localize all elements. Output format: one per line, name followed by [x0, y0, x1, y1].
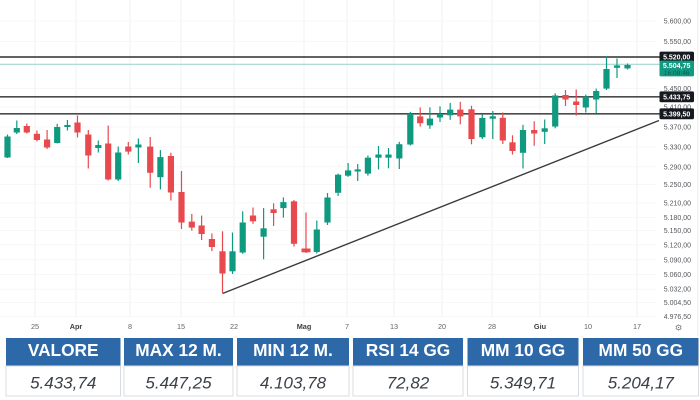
svg-text:5.250,00: 5.250,00 [664, 182, 691, 189]
svg-text:Giu: Giu [534, 322, 546, 331]
svg-text:5.210,00: 5.210,00 [664, 201, 691, 208]
svg-text:Mag: Mag [297, 322, 312, 331]
svg-text:16:08:46: 16:08:46 [664, 70, 690, 77]
svg-text:5.204,17: 5.204,17 [608, 374, 675, 393]
svg-text:28: 28 [488, 322, 496, 331]
svg-text:5.600,00: 5.600,00 [664, 19, 691, 26]
svg-text:20: 20 [438, 322, 446, 331]
svg-text:4.976,50: 4.976,50 [664, 314, 691, 321]
svg-text:22: 22 [230, 322, 238, 331]
svg-text:13: 13 [390, 322, 398, 331]
svg-text:5.330,00: 5.330,00 [664, 145, 691, 152]
svg-text:VALORE: VALORE [28, 340, 99, 360]
svg-text:5.004,50: 5.004,50 [664, 300, 691, 307]
svg-text:Apr: Apr [70, 322, 83, 331]
svg-text:5.450,00: 5.450,00 [664, 86, 691, 93]
svg-text:5.520,00: 5.520,00 [663, 55, 690, 62]
svg-text:5.433,75: 5.433,75 [663, 94, 690, 101]
svg-text:5.370,00: 5.370,00 [664, 125, 691, 132]
svg-text:7: 7 [345, 322, 349, 331]
svg-text:5.504,75: 5.504,75 [663, 62, 691, 70]
svg-text:15: 15 [177, 322, 185, 331]
svg-text:10: 10 [584, 322, 592, 331]
svg-text:MM 50 GG: MM 50 GG [599, 340, 684, 360]
svg-text:5.032,00: 5.032,00 [664, 287, 691, 294]
svg-text:17: 17 [633, 322, 641, 331]
svg-text:8: 8 [128, 322, 132, 331]
svg-text:5.349,71: 5.349,71 [490, 374, 556, 393]
svg-text:72,82: 72,82 [387, 374, 430, 393]
svg-text:5.290,00: 5.290,00 [664, 164, 691, 171]
svg-text:RSI 14 GG: RSI 14 GG [366, 340, 451, 360]
svg-text:5.120,00: 5.120,00 [664, 242, 691, 249]
svg-text:5.150,00: 5.150,00 [664, 228, 691, 235]
svg-text:5.410,00: 5.410,00 [664, 105, 691, 112]
svg-text:5.399,50: 5.399,50 [663, 111, 690, 118]
svg-text:5.433,74: 5.433,74 [30, 374, 96, 393]
svg-text:⚙: ⚙ [675, 323, 683, 333]
svg-text:5.060,00: 5.060,00 [664, 272, 691, 279]
svg-text:MM 10 GG: MM 10 GG [481, 340, 566, 360]
svg-text:25: 25 [31, 322, 39, 331]
svg-text:5.447,25: 5.447,25 [145, 374, 212, 393]
svg-text:5.550,00: 5.550,00 [664, 39, 691, 46]
svg-text:5.090,00: 5.090,00 [664, 257, 691, 264]
svg-text:4.103,78: 4.103,78 [260, 374, 327, 393]
svg-text:5.180,00: 5.180,00 [664, 215, 691, 222]
svg-text:MIN 12 M.: MIN 12 M. [253, 340, 333, 360]
svg-text:MAX 12 M.: MAX 12 M. [135, 340, 221, 360]
